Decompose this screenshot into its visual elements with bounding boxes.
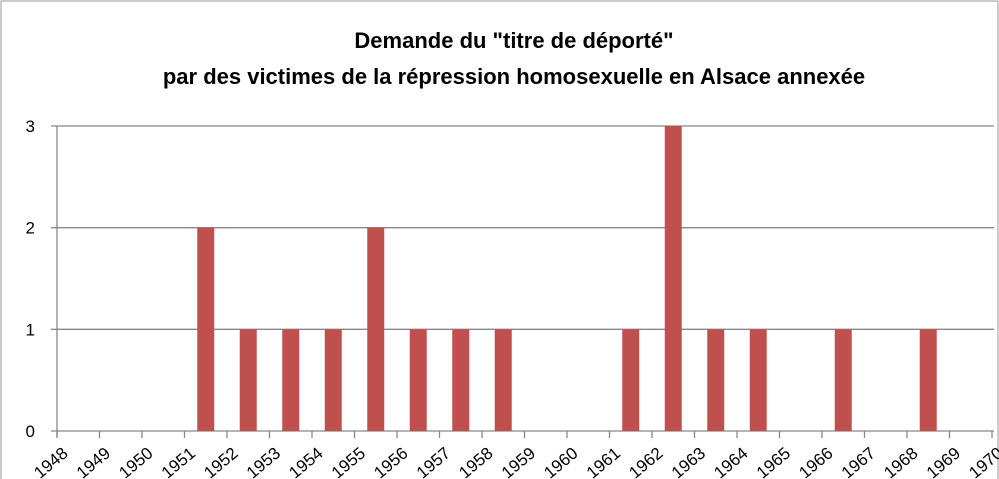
x-tick-label: 1963 xyxy=(668,444,709,479)
x-tick-label: 1965 xyxy=(753,444,794,479)
bar xyxy=(834,329,852,431)
bar xyxy=(707,329,725,431)
bar xyxy=(622,329,640,431)
bar xyxy=(367,227,385,431)
x-tick-label: 1957 xyxy=(413,444,454,479)
x-tick-label: 1950 xyxy=(115,444,156,479)
x-tick-label: 1956 xyxy=(370,444,411,479)
bar xyxy=(409,329,427,431)
bar xyxy=(749,329,767,431)
x-tick-label: 1948 xyxy=(30,444,71,479)
bar xyxy=(664,126,682,431)
y-tick-label: 3 xyxy=(26,117,35,136)
bar xyxy=(494,329,512,431)
bar xyxy=(197,227,215,431)
bar xyxy=(452,329,470,431)
y-tick-label: 0 xyxy=(26,422,35,441)
bar xyxy=(239,329,257,431)
y-tick-label: 2 xyxy=(26,219,35,238)
x-tick-label: 1970 xyxy=(965,444,999,479)
x-tick-label: 1967 xyxy=(838,444,879,479)
x-tick-label: 1969 xyxy=(923,444,964,479)
chart-title: Demande du "titre de déporté" xyxy=(354,28,673,53)
chart-title: par des victimes de la répression homose… xyxy=(163,64,865,89)
y-tick-label: 1 xyxy=(26,320,35,339)
x-tick-label: 1962 xyxy=(625,444,666,479)
bar xyxy=(919,329,937,431)
x-tick-label: 1949 xyxy=(73,444,114,479)
x-tick-label: 1964 xyxy=(710,444,751,479)
x-tick-label: 1952 xyxy=(200,444,241,479)
x-tick-label: 1968 xyxy=(880,444,921,479)
x-tick-label: 1954 xyxy=(285,444,326,479)
x-tick-label: 1960 xyxy=(540,444,581,479)
bar xyxy=(282,329,300,431)
bar xyxy=(324,329,342,431)
x-tick-label: 1951 xyxy=(158,444,199,479)
x-tick-label: 1953 xyxy=(243,444,284,479)
x-tick-label: 1961 xyxy=(583,444,624,479)
x-tick-label: 1966 xyxy=(795,444,836,479)
x-tick-label: 1958 xyxy=(455,444,496,479)
x-tick-label: 1955 xyxy=(328,444,369,479)
x-tick-label: 1959 xyxy=(498,444,539,479)
